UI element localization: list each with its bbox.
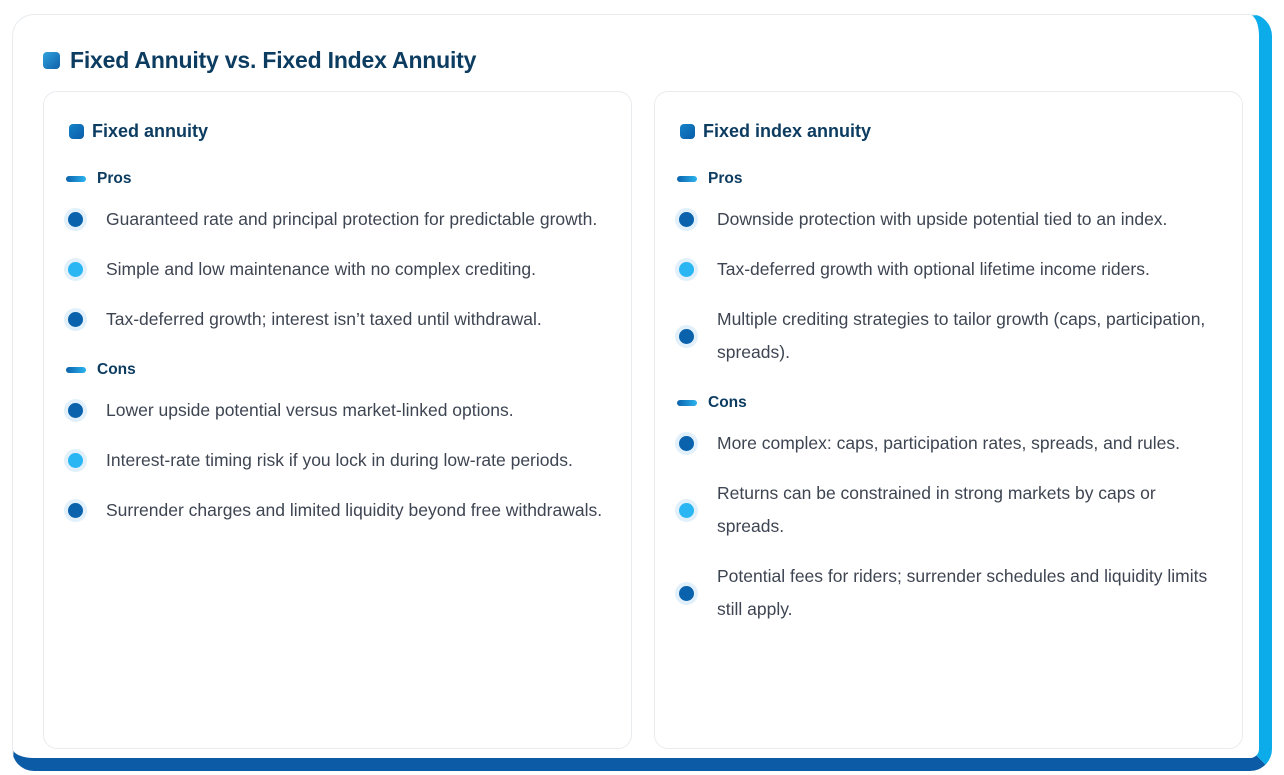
card-fixed-annuity: Fixed annuity Pros Guaranteed rate and p…: [43, 91, 632, 749]
bullet-icon: [679, 436, 694, 451]
bullet-icon: [679, 328, 694, 344]
list-item: More complex: caps, participation rates,…: [675, 427, 1216, 460]
card-header: Fixed index annuity: [680, 118, 1216, 145]
list-item: Downside protection with upside potentia…: [675, 203, 1216, 236]
list-item-text: Potential fees for riders; surrender sch…: [717, 566, 1208, 619]
bullet-icon: [68, 212, 83, 227]
cons-section-label: Cons: [677, 393, 1216, 413]
list-item-text: Interest-rate timing risk if you lock in…: [106, 450, 573, 470]
square-bullet-icon: [69, 124, 84, 139]
section-label-text: Pros: [97, 170, 132, 187]
bullet-icon: [68, 503, 83, 518]
bullet-icon: [68, 312, 83, 327]
list-item: Lower upside potential versus market-lin…: [64, 394, 605, 427]
list-item: Tax-deferred growth with optional lifeti…: [675, 253, 1216, 286]
card-title: Fixed index annuity: [703, 121, 872, 141]
list-item: Multiple crediting strategies to tailor …: [675, 303, 1216, 369]
list-item-text: Surrender charges and limited liquidity …: [106, 500, 603, 520]
list-item: Interest-rate timing risk if you lock in…: [64, 444, 605, 477]
card-title: Fixed annuity: [92, 121, 209, 141]
bullet-icon: [679, 212, 694, 227]
dash-icon: [66, 176, 86, 182]
pros-section-label: Pros: [677, 169, 1216, 189]
bullet-icon: [68, 262, 83, 277]
card-fixed-index-annuity: Fixed index annuity Pros Downside protec…: [654, 91, 1243, 749]
pros-section-label: Pros: [66, 169, 605, 189]
bullet-icon: [679, 585, 694, 601]
page-title-row: Fixed Annuity vs. Fixed Index Annuity: [43, 45, 1243, 75]
cons-section-label: Cons: [66, 360, 605, 380]
card-header: Fixed annuity: [69, 118, 605, 145]
list-item-text: Lower upside potential versus market-lin…: [106, 400, 514, 420]
list-item: Surrender charges and limited liquidity …: [64, 494, 605, 527]
section-label-text: Cons: [708, 394, 747, 411]
page-title: Fixed Annuity vs. Fixed Index Annuity: [70, 46, 477, 73]
list-item-text: Tax-deferred growth with optional lifeti…: [717, 259, 1150, 279]
bullet-icon: [68, 403, 83, 418]
square-bullet-icon: [680, 124, 695, 139]
list-item-text: Multiple crediting strategies to tailor …: [717, 309, 1206, 362]
dash-icon: [677, 400, 697, 406]
dash-icon: [66, 367, 86, 373]
list-item-text: Tax-deferred growth; interest isn’t taxe…: [106, 309, 542, 329]
list-item: Returns can be constrained in strong mar…: [675, 477, 1216, 543]
list-item-text: Returns can be constrained in strong mar…: [717, 483, 1156, 536]
list-item-text: Simple and low maintenance with no compl…: [106, 259, 536, 279]
bullet-icon: [679, 502, 694, 518]
bullet-icon: [679, 262, 694, 277]
bullet-icon: [68, 453, 83, 468]
list-item-text: Guaranteed rate and principal protection…: [106, 209, 598, 229]
section-label-text: Cons: [97, 361, 136, 378]
list-item-text: Downside protection with upside potentia…: [717, 209, 1168, 229]
dash-icon: [677, 176, 697, 182]
square-bullet-icon: [43, 51, 60, 69]
list-item-text: More complex: caps, participation rates,…: [717, 433, 1180, 453]
list-item: Simple and low maintenance with no compl…: [64, 253, 605, 286]
section-label-text: Pros: [708, 170, 743, 187]
list-item: Potential fees for riders; surrender sch…: [675, 560, 1216, 626]
comparison-columns: Fixed annuity Pros Guaranteed rate and p…: [43, 91, 1243, 749]
list-item: Tax-deferred growth; interest isn’t taxe…: [64, 303, 605, 336]
list-item: Guaranteed rate and principal protection…: [64, 203, 605, 236]
comparison-frame: Fixed Annuity vs. Fixed Index Annuity Fi…: [12, 14, 1272, 771]
